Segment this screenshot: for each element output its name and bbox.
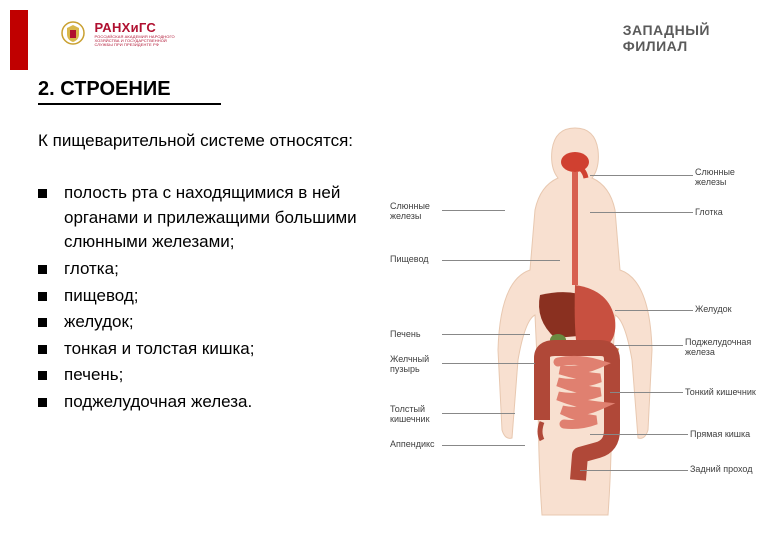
list-item: глотка;	[38, 257, 378, 282]
logo: РАНХиГС РОССИЙСКАЯ АКАДЕМИЯ НАРОДНОГОХОЗ…	[60, 20, 260, 56]
section-title: 2. СТРОЕНИЕ	[38, 78, 221, 105]
intro-text: К пищеварительной системе относятся:	[38, 130, 378, 153]
diagram-label: Поджелудочнаяжелеза	[685, 338, 751, 358]
leader-line	[590, 175, 693, 176]
diagram-label: Слюнныежелезы	[695, 168, 735, 188]
leader-line	[615, 345, 683, 346]
diagram-label: Задний проход	[690, 465, 752, 475]
list-item: поджелудочная железа.	[38, 390, 378, 415]
accent-bar	[10, 10, 28, 70]
diagram-label: Печень	[390, 330, 421, 340]
diagram-label: Глотка	[695, 208, 723, 218]
leader-line	[442, 210, 505, 211]
leader-line	[442, 413, 515, 414]
list-item: тонкая и толстая кишка;	[38, 337, 378, 362]
leader-line	[590, 434, 688, 435]
leader-line	[442, 445, 525, 446]
logo-subtext: РОССИЙСКАЯ АКАДЕМИЯ НАРОДНОГОХОЗЯЙСТВА И…	[94, 35, 174, 47]
leader-line	[580, 470, 688, 471]
branch-name: ЗАПАДНЫЙ ФИЛИАЛ	[623, 22, 710, 54]
logo-text: РАНХиГС	[94, 20, 174, 35]
diagram-label: Толстыйкишечник	[390, 405, 430, 425]
diagram-label: Желчныйпузырь	[390, 355, 429, 375]
list-item: печень;	[38, 363, 378, 388]
diagram-label: Слюнныежелезы	[390, 202, 430, 222]
diagram-label: Аппендикс	[390, 440, 435, 450]
body-silhouette-icon	[480, 120, 670, 520]
list-item: желудок;	[38, 310, 378, 335]
item-list: полость рта с находящимися в ней органам…	[38, 181, 378, 415]
logo-emblem-icon	[60, 20, 86, 46]
leader-line	[442, 260, 560, 261]
branch-line-2: ФИЛИАЛ	[623, 38, 710, 54]
branch-line-1: ЗАПАДНЫЙ	[623, 22, 710, 38]
diagram-label: Тонкий кишечник	[685, 388, 756, 398]
diagram-label: Желудок	[695, 305, 732, 315]
leader-line	[590, 212, 693, 213]
leader-line	[442, 334, 530, 335]
leader-line	[610, 392, 683, 393]
anatomy-diagram: Слюнныежелезы Пищевод Печень Желчныйпузырь Т…	[390, 120, 760, 520]
diagram-label: Прямая кишка	[690, 430, 750, 440]
leader-line	[615, 310, 693, 311]
list-item: пищевод;	[38, 284, 378, 309]
diagram-label: Пищевод	[390, 255, 429, 265]
list-item: полость рта с находящимися в ней органам…	[38, 181, 378, 255]
content-area: К пищеварительной системе относятся: пол…	[38, 130, 378, 417]
leader-line	[442, 363, 535, 364]
